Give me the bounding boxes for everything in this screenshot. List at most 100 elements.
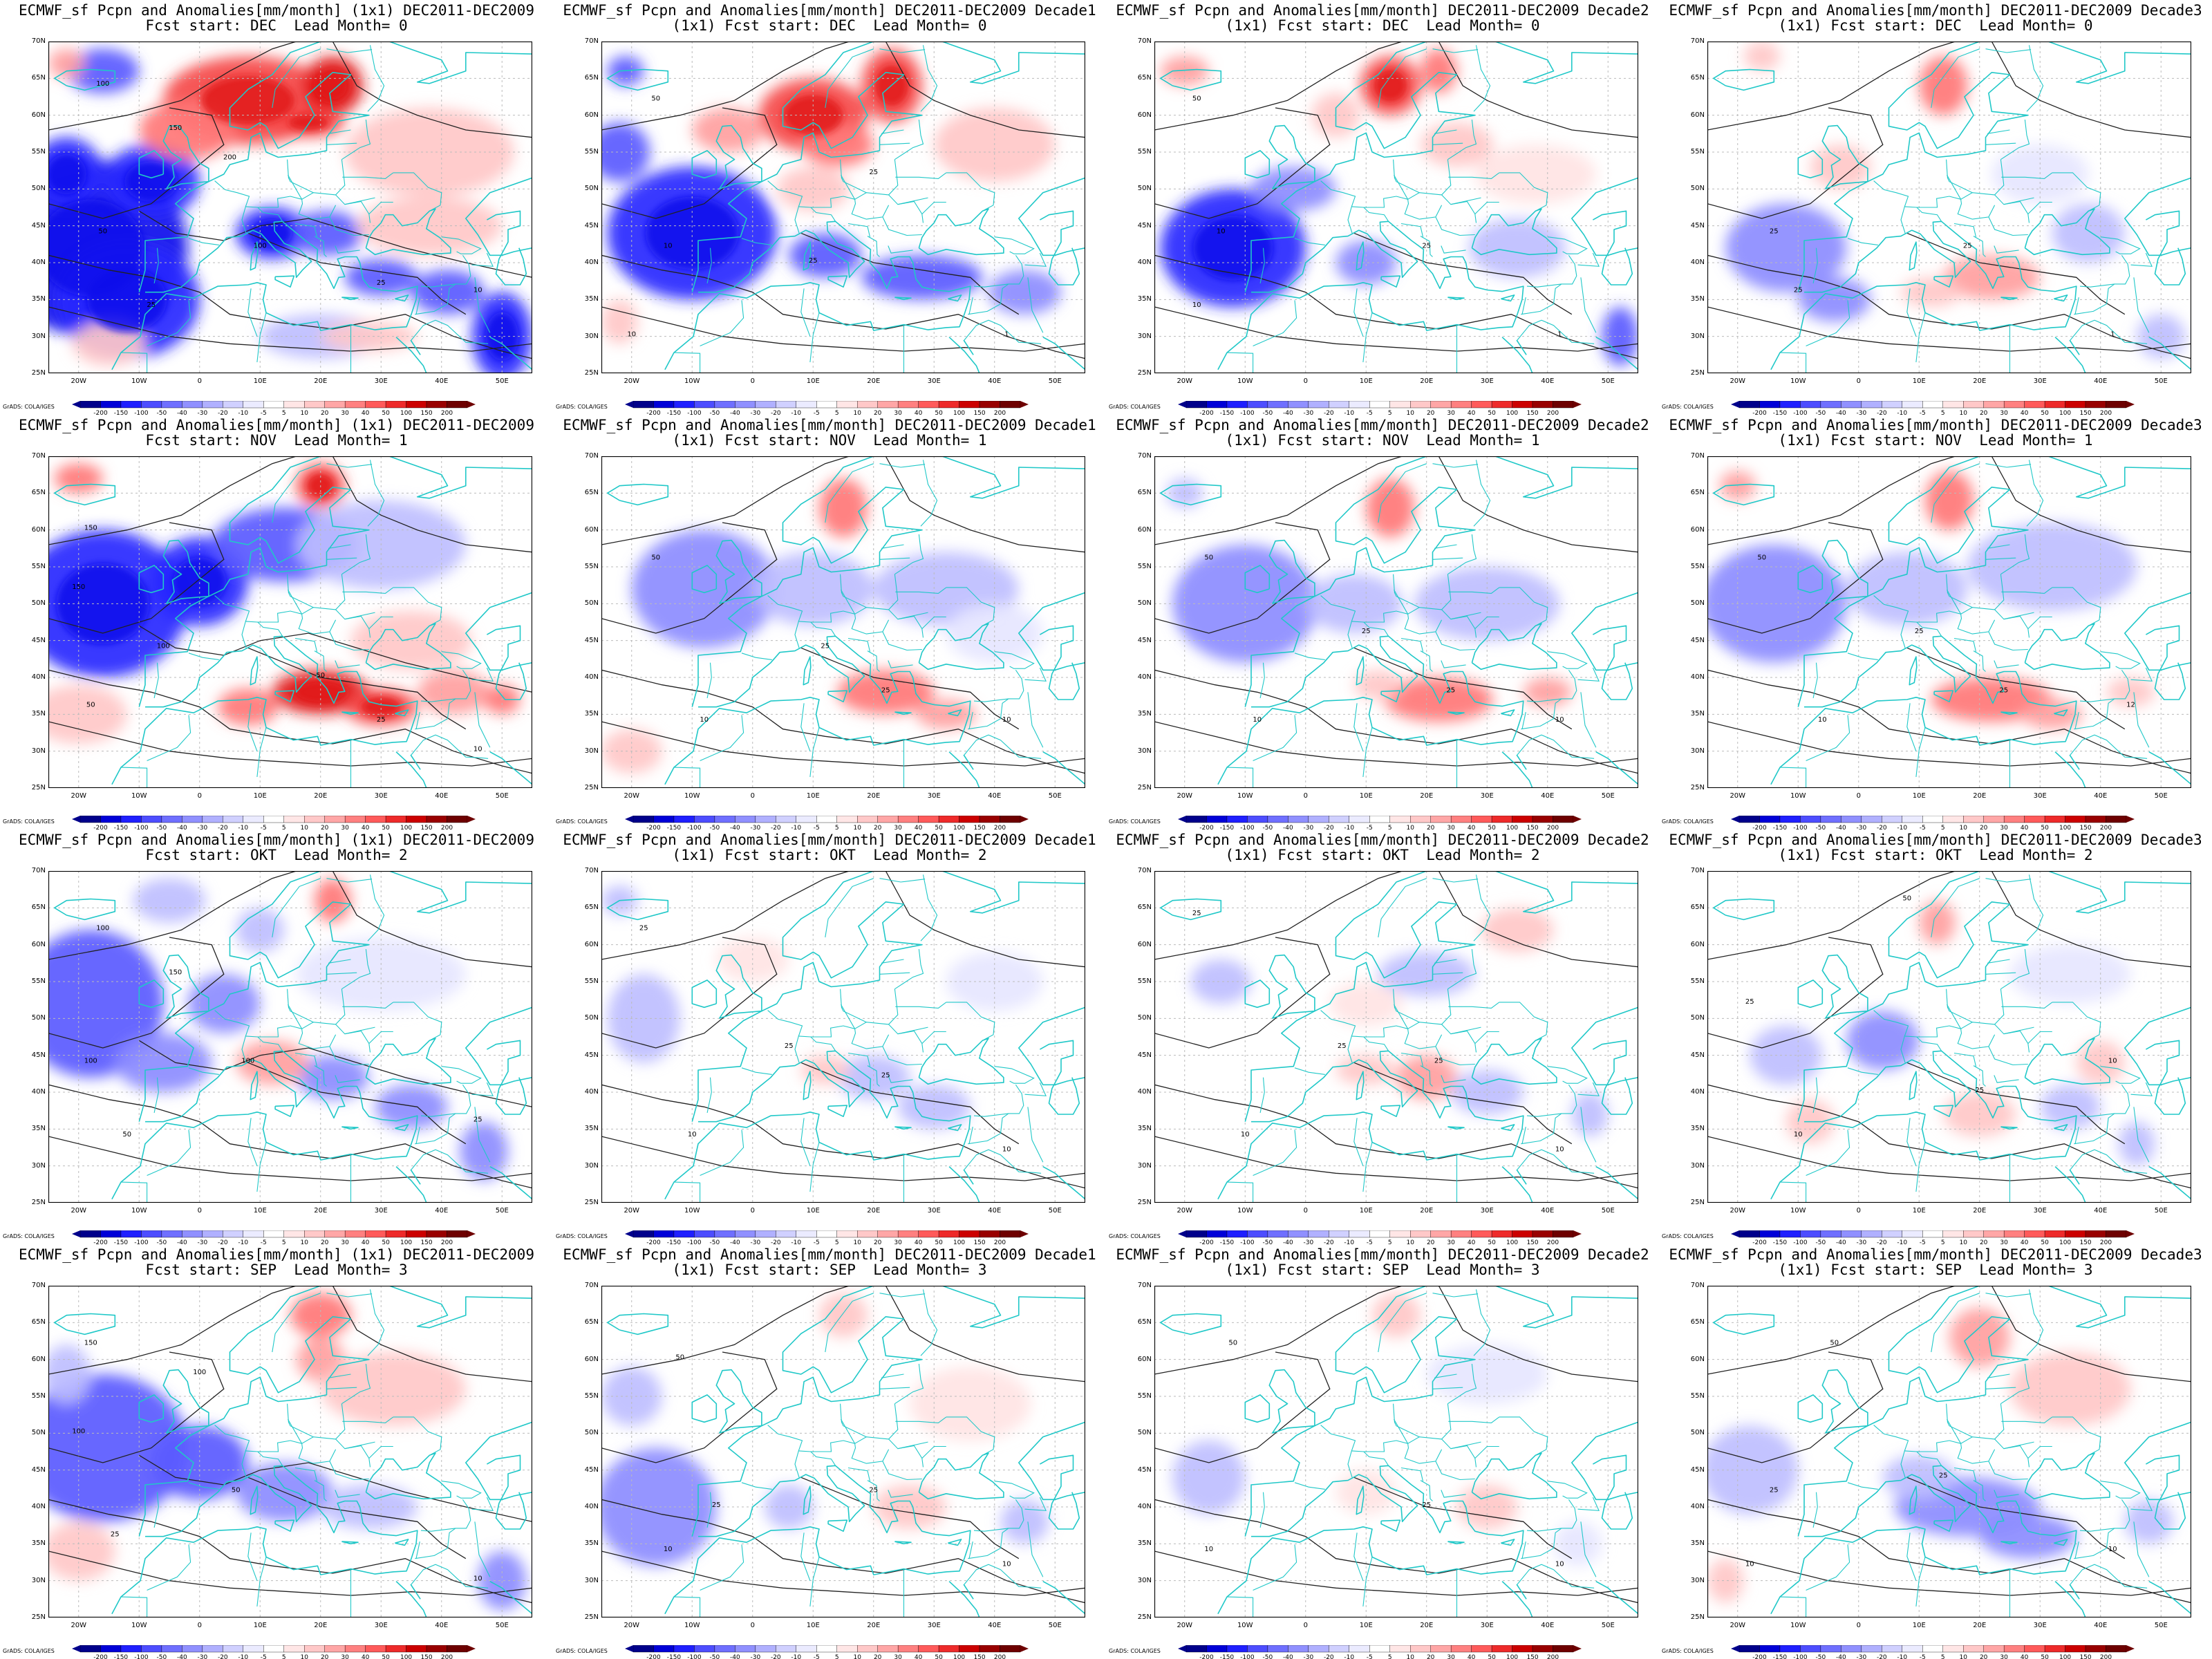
latitude-label: 70N [584, 37, 599, 45]
border-line [881, 544, 904, 549]
coastline [1770, 221, 2077, 371]
coastline [2054, 1539, 2068, 1546]
coastline [1447, 1541, 1465, 1545]
colorbar-label: -150 [1772, 410, 1788, 415]
longitude-label: 40E [2094, 377, 2108, 385]
coastline [1268, 124, 1315, 190]
border-line [272, 878, 321, 938]
coastline [138, 1286, 532, 1537]
border-line [1580, 692, 1597, 748]
latitude-label: 25N [1137, 1613, 1152, 1621]
contour-line [138, 1040, 532, 1107]
colorbar-swatch [1861, 816, 1882, 823]
contour-value-label: 25 [1770, 227, 1779, 235]
colorbar-swatch [1512, 1645, 1533, 1653]
coastline [1797, 980, 1824, 1009]
border-line [287, 1403, 314, 1438]
border-line [367, 1289, 385, 1356]
latitude-label: 25N [31, 1613, 46, 1621]
longitude-label: 0 [750, 1622, 755, 1629]
longitude-label: 50E [1601, 1207, 1615, 1215]
anomaly-area [133, 878, 206, 923]
colorbar-swatch [694, 401, 715, 409]
border-line [1434, 544, 1457, 549]
coastline [489, 336, 532, 371]
colorbar-label: -40 [1283, 1239, 1293, 1244]
anomaly-area [1846, 552, 1968, 626]
latitude-label: 55N [1137, 977, 1152, 985]
colorbar-swatch [755, 816, 776, 823]
coastline [607, 68, 669, 91]
coastline [1040, 1454, 1080, 1530]
border-line [147, 715, 191, 762]
border-line [2074, 1126, 2079, 1144]
colorbar-label: -40 [1836, 1239, 1846, 1244]
coastline [918, 208, 1004, 256]
longitude-label: 40E [988, 377, 1002, 385]
colorbar-label: -5 [1919, 825, 1926, 830]
latitude-label: 45N [584, 1051, 599, 1059]
border-line [188, 238, 219, 245]
contour-line [138, 210, 532, 278]
longitude-label: 10E [253, 792, 267, 800]
border-line [921, 1445, 946, 1459]
colorbar-label: -10 [1897, 825, 1908, 830]
border-line [847, 637, 871, 652]
border-line [1547, 1066, 1588, 1084]
anomaly-area [2076, 1040, 2125, 1085]
contour-line [601, 522, 778, 634]
border-line [1904, 1450, 1942, 1466]
border-line [420, 254, 471, 288]
border-line [1947, 589, 1962, 615]
border-line [809, 312, 820, 363]
border-line [415, 1541, 420, 1559]
coastline [1909, 1071, 1918, 1100]
border-line [800, 288, 811, 337]
coastline [1713, 483, 1775, 506]
colorbar-swatch [1983, 1645, 2005, 1653]
colorbar-swatch [161, 401, 182, 409]
border-line [741, 1482, 772, 1490]
coastline [1040, 625, 1080, 700]
contour-value-label: 25 [111, 1531, 120, 1539]
longitude-label: 10E [1359, 377, 1373, 385]
coastline [1797, 150, 1824, 179]
border-line [920, 1289, 938, 1356]
coastline [274, 275, 295, 288]
latitude-label: 45N [1690, 636, 1705, 644]
border-line [706, 247, 712, 284]
border-line [329, 631, 369, 651]
border-line [2003, 197, 2034, 205]
coastline [1571, 1421, 1638, 1501]
coastline [715, 954, 762, 1020]
border-line [1517, 1564, 1595, 1588]
longitude-label: 50E [495, 1622, 509, 1629]
longitude-label: 10W [684, 792, 700, 800]
colorbar-label: 10 [1959, 825, 1967, 830]
border-line [2070, 319, 2148, 344]
contour-value-label: 100 [96, 924, 109, 932]
border-line [341, 1364, 371, 1405]
border-line [415, 297, 420, 315]
colorbar-swatch [1349, 816, 1370, 823]
colorbar-label: -150 [666, 1654, 682, 1659]
coastline [1909, 656, 1918, 686]
longitude-label: 0 [750, 377, 755, 385]
anomaly-area [1901, 277, 1962, 307]
contour-line [1154, 669, 1638, 774]
contour-line [1991, 41, 2191, 138]
colorbar-swatch [344, 401, 366, 409]
colorbar-swatch [141, 1645, 162, 1653]
border-line [328, 544, 351, 549]
latitude-label: 55N [31, 563, 46, 570]
colorbar-swatch [1410, 1230, 1431, 1238]
latitude-label: 35N [1690, 710, 1705, 718]
border-line [298, 199, 337, 220]
contour-value-label: 25 [712, 1501, 721, 1509]
latitude-label: 60N [1690, 525, 1705, 534]
latitude-label: 65N [1137, 1318, 1152, 1327]
longitude-label: 10W [1237, 1622, 1253, 1629]
border-line [2052, 172, 2101, 211]
longitude-label: 20E [314, 1622, 328, 1629]
